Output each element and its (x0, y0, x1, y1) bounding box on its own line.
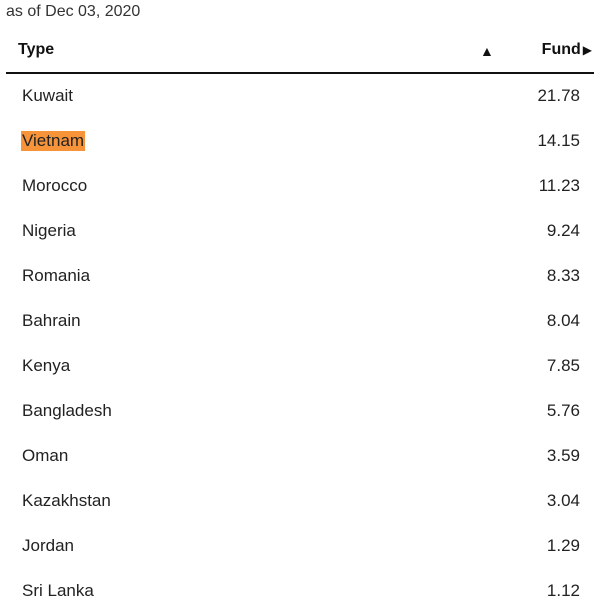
as-of-date: as of Dec 03, 2020 (6, 3, 141, 20)
row-fund-value: 14.15 (537, 131, 580, 150)
row-type-name: Jordan (22, 536, 74, 555)
table-row: Morocco 11.23 (6, 164, 594, 209)
row-type-name: Kenya (22, 356, 71, 375)
row-type-name: Kazakhstan (22, 491, 111, 510)
row-type-name: Oman (22, 446, 69, 465)
row-fund-value: 7.85 (546, 356, 580, 375)
row-type-name: Morocco (22, 176, 88, 195)
row-type-name: Nigeria (22, 221, 76, 240)
table-row: Sri Lanka 1.12 (6, 569, 594, 614)
table-header: Type ▲ Fund ▶ (6, 30, 594, 74)
row-fund-value: 1.29 (546, 536, 580, 555)
row-fund-value: 1.12 (546, 581, 580, 600)
row-type-name: Romania (22, 266, 91, 285)
row-type-name: Kuwait (22, 86, 74, 105)
table-row: Jordan 1.29 (6, 524, 594, 569)
table-row: Oman 3.59 (6, 434, 594, 479)
table-row: Bahrain 8.04 (6, 299, 594, 344)
row-fund-value: 11.23 (538, 176, 580, 195)
row-type-name: Bangladesh (22, 401, 112, 420)
scroll-right-arrow-icon[interactable]: ▶ (582, 43, 592, 57)
holdings-table: Type ▲ Fund ▶ Kuwait 21.78 Vietnam 14.15… (6, 30, 594, 614)
table-body: Kuwait 21.78 Vietnam 14.15 Morocco 11.23… (6, 74, 594, 614)
row-fund-value: 21.78 (537, 86, 580, 105)
row-type-name: Sri Lanka (22, 581, 94, 600)
row-fund-value: 8.04 (546, 311, 580, 330)
table-row: Romania 8.33 (6, 254, 594, 299)
table-row: Vietnam 14.15 (6, 119, 594, 164)
table-row: Nigeria 9.24 (6, 209, 594, 254)
row-fund-value: 5.76 (546, 401, 580, 420)
row-fund-value: 3.59 (546, 446, 580, 465)
row-fund-value: 8.33 (546, 266, 580, 285)
column-header-type[interactable]: Type (18, 41, 55, 58)
row-type-name-highlighted: Vietnam (21, 131, 86, 151)
table-row: Kenya 7.85 (6, 344, 594, 389)
column-header-fund-label: Fund (541, 41, 581, 58)
row-fund-value: 3.04 (546, 491, 580, 510)
table-row: Kuwait 21.78 (6, 74, 594, 119)
sort-ascending-icon[interactable]: ▲ (480, 43, 494, 59)
row-type-name: Bahrain (22, 311, 81, 330)
column-header-fund[interactable]: Fund ▶ (542, 41, 592, 59)
row-fund-value: 9.24 (546, 221, 580, 240)
table-row: Bangladesh 5.76 (6, 389, 594, 434)
table-row: Kazakhstan 3.04 (6, 479, 594, 524)
